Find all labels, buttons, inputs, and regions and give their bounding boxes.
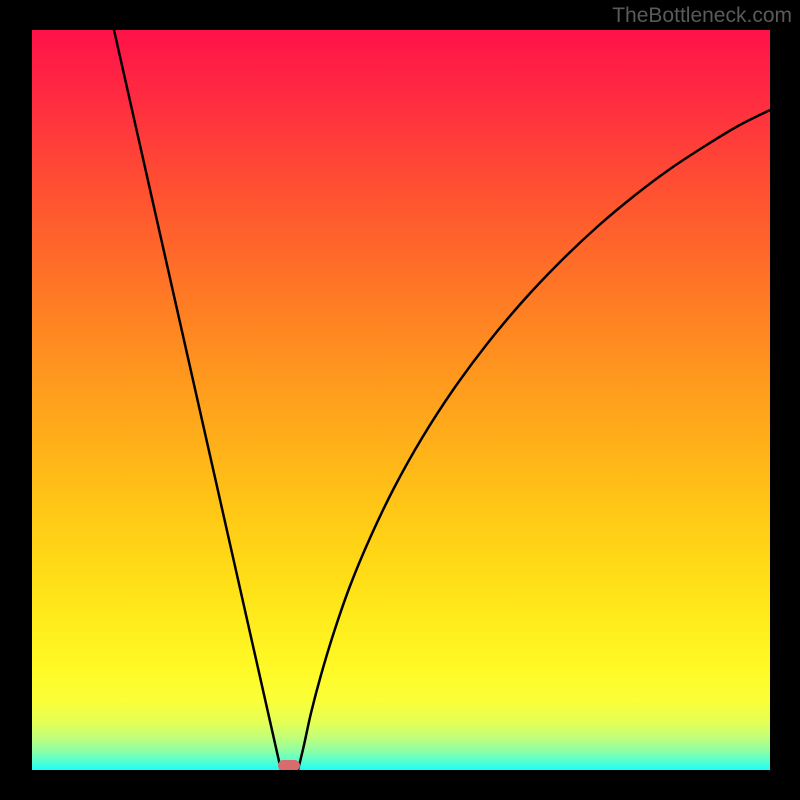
vertex-marker <box>278 760 300 770</box>
chart-curves <box>32 30 770 770</box>
right-curve <box>298 110 770 770</box>
left-curve <box>114 30 281 770</box>
chart-plot-area <box>32 30 770 770</box>
watermark-text: TheBottleneck.com <box>612 4 792 28</box>
